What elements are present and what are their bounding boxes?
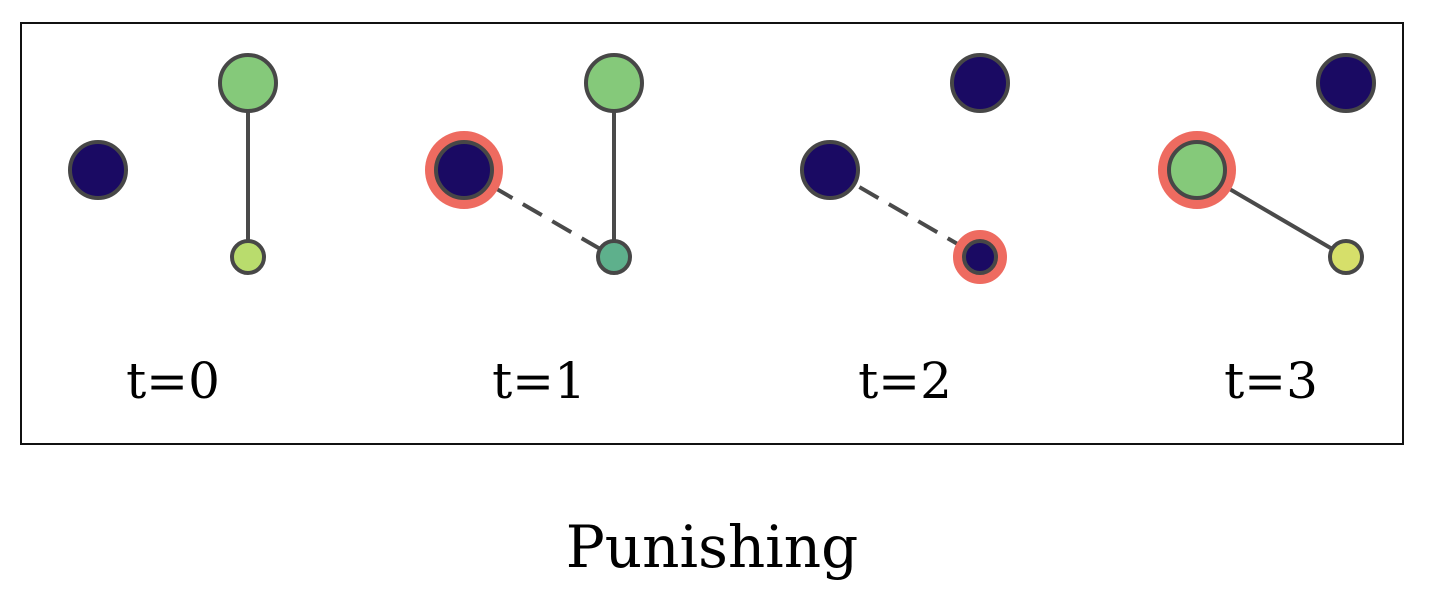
node-b (950, 53, 1010, 113)
node-c (596, 239, 632, 275)
frames-layer: t=0 t=1 t=2 t=3 (68, 53, 1376, 410)
node-a-highlight-ring (1158, 131, 1236, 209)
edge-a-c-dashed (828, 168, 982, 259)
frame-label: t=1 (492, 352, 586, 410)
diagram-caption: Punishing (566, 513, 858, 581)
edge-a-c-dashed (462, 168, 616, 259)
node-c-highlight-ring (953, 230, 1007, 284)
node-b (218, 53, 278, 113)
node-a (68, 140, 128, 200)
frame-label: t=3 (1224, 352, 1318, 410)
node-b (584, 53, 644, 113)
frame-t3: t=3 (1158, 53, 1376, 410)
node-c (1328, 239, 1364, 275)
node-b (1316, 53, 1376, 113)
node-a-highlight-ring (425, 131, 503, 209)
frame-label: t=2 (858, 352, 952, 410)
node-c (230, 239, 266, 275)
node-a (434, 140, 494, 200)
node-c (962, 239, 998, 275)
node-a (1167, 140, 1227, 200)
frame-t1: t=1 (425, 53, 644, 410)
frame-t0: t=0 (68, 53, 278, 410)
frame-t2: t=2 (800, 53, 1010, 410)
node-a (800, 140, 860, 200)
frame-label: t=0 (126, 352, 220, 410)
